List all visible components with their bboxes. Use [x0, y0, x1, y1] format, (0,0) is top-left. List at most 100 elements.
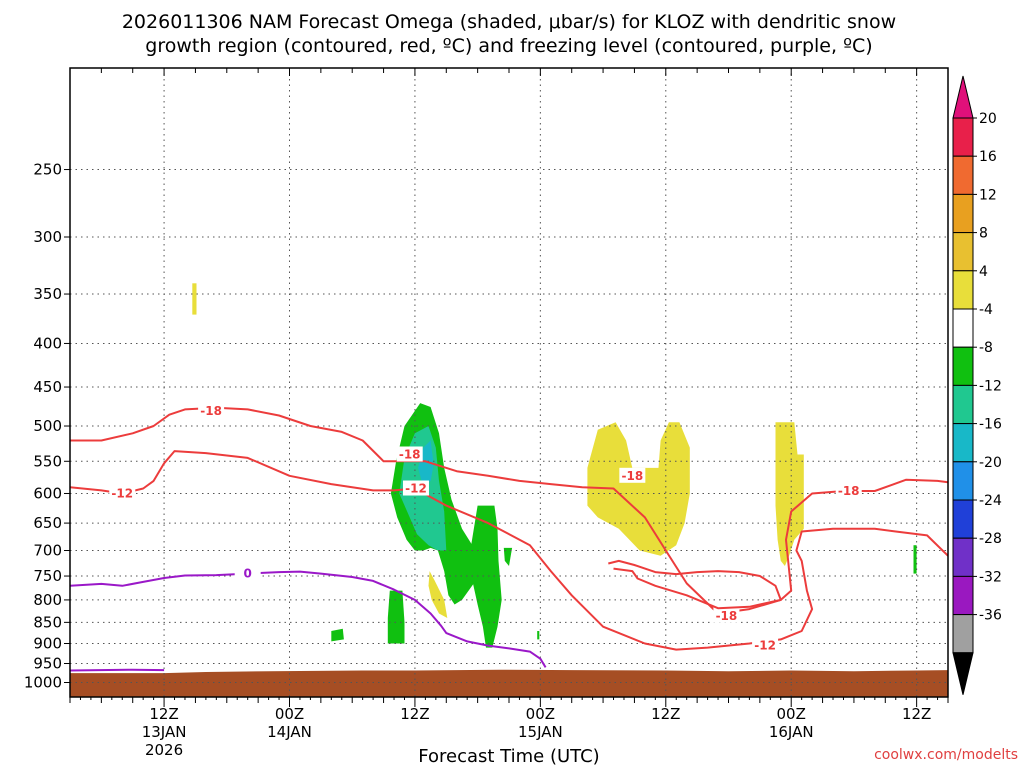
temp-minus-12-line [70, 450, 948, 651]
downward-motion-west [192, 283, 197, 315]
colorbar-swatch-6 [952, 346, 974, 386]
colorbar-swatch-10 [952, 499, 974, 539]
y-tick-label-450: 450 [33, 378, 62, 396]
x-tick-label-66-0: 00Z [777, 705, 806, 723]
freezing-level-label-bg-0 [234, 565, 261, 581]
colorbar-swatch-13 [952, 614, 974, 654]
y-tick-label-550: 550 [33, 452, 62, 470]
downward-motion-center [587, 422, 690, 556]
colorbar-swatch-9 [952, 461, 974, 501]
x-tick-label-18-1: 14JAN [267, 723, 312, 741]
temp-minus-12-label-bg-2 [752, 637, 779, 653]
temp-minus-18-loop-line [608, 559, 782, 610]
temp-minus-18-label-bg-2 [619, 467, 646, 483]
colorbar-label-4: 4 [979, 264, 988, 280]
temp-minus-12-label-bg-0 [109, 485, 136, 501]
temp-minus-18-label-1: -18 [399, 447, 421, 461]
colorbar-label-2: 12 [979, 187, 997, 203]
y-tick-label-600: 600 [33, 484, 62, 502]
temp-minus-12-label-1: -12 [405, 482, 427, 496]
colorbar-label-3: 8 [979, 226, 988, 242]
credit-text: coolwx.com/modelts [874, 747, 1018, 763]
y-tick-label-500: 500 [33, 417, 62, 435]
colorbar-label-13: -36 [979, 608, 1002, 624]
y-tick-label-250: 250 [33, 161, 62, 179]
y-tick-label-400: 400 [33, 334, 62, 352]
chart-title-line-1: 2026011306 NAM Forecast Omega (shaded, μ… [122, 11, 896, 33]
x-tick-label-18-0: 00Z [275, 705, 304, 723]
y-tick-label-750: 750 [33, 567, 62, 585]
colorbar-swatch-12 [952, 575, 974, 616]
upward-motion-low-1 [387, 590, 405, 644]
temp-minus-18-label-bg-1 [396, 446, 423, 462]
temp-minus-18-label-bg-4 [835, 483, 862, 499]
upward-motion-east [913, 545, 917, 574]
downward-motion-east [775, 422, 804, 566]
y-tick-label-850: 850 [33, 613, 62, 631]
colorbar-swatch-7 [952, 384, 974, 425]
temp-minus-18-label-bg-3 [713, 607, 740, 623]
temp-minus-18-label-bg-0 [198, 402, 225, 418]
x-tick-label-30-0: 12Z [400, 705, 429, 723]
downward-motion-low [428, 571, 448, 618]
upward-motion-low-2 [331, 628, 344, 642]
x-tick-label-6-2: 2026 [145, 741, 183, 759]
upward-motion-peak [418, 440, 434, 488]
colorbar-label-9: -20 [979, 455, 1002, 471]
plot-content: -18 -18 -18 -18 -18 -12 -12 -12 0 [70, 68, 948, 697]
colorbar-swatch-11 [952, 537, 974, 577]
colorbar-label-10: -24 [979, 493, 1002, 509]
upward-motion-main-3 [503, 547, 513, 566]
temp-minus-18-label-2: -18 [621, 469, 643, 483]
y-tick-label-1000: 1000 [24, 673, 62, 691]
colorbar-label-7: -12 [979, 378, 1002, 394]
x-tick-label-42-1: 15JAN [518, 723, 563, 741]
y-tick-label-650: 650 [33, 514, 62, 532]
colorbar-label-0: 20 [979, 111, 997, 127]
ground-terrain [70, 669, 948, 697]
colorbar-bottom-arrow [952, 652, 974, 695]
x-tick-label-42-0: 00Z [526, 705, 555, 723]
x-tick-label-6-1: 13JAN [142, 723, 187, 741]
temp-minus-18-label-0: -18 [200, 404, 222, 418]
y-tick-label-900: 900 [33, 635, 62, 653]
x-tick-label-54-0: 12Z [651, 705, 680, 723]
y-tick-label-300: 300 [33, 228, 62, 246]
colorbar-swatch-3 [952, 232, 974, 272]
colorbar-label-8: -16 [979, 417, 1002, 433]
colorbar-swatch-4 [952, 270, 974, 310]
chart-title-line-2: growth region (contoured, red, ºC) and f… [145, 35, 872, 57]
colorbar-swatch-1 [952, 155, 974, 195]
y-tick-label-950: 950 [33, 655, 62, 673]
colorbar: 20 16 12 8 4 -4 -8 -12 -16 -20 -24 -28 -32 -36 [952, 75, 1002, 695]
colorbar-label-1: 16 [979, 149, 997, 165]
colorbar-label-11: -28 [979, 531, 1002, 547]
y-tick-label-800: 800 [33, 591, 62, 609]
freezing-level-label-0: 0 [244, 567, 252, 581]
temp-minus-12-label-bg-1 [402, 480, 429, 496]
x-axis-title: Forecast Time (UTC) [418, 746, 599, 767]
colorbar-label-6: -8 [979, 340, 993, 356]
temp-minus-12-label-0: -12 [111, 486, 133, 500]
temp-minus-12-label-2: -12 [754, 639, 776, 653]
colorbar-swatch-2 [952, 193, 974, 234]
x-tick-label-78-0: 12Z [902, 705, 931, 723]
freezing-level-surface-line [70, 668, 165, 672]
colorbar-swatch-0 [952, 117, 974, 157]
plot-area: -18 -18 -18 -18 -18 -12 -12 -12 0 250 300 350 400 450… [24, 67, 949, 759]
colorbar-swatch-8 [952, 423, 974, 463]
x-tick-label-6-0: 12Z [149, 705, 178, 723]
freezing-level-line [70, 570, 547, 668]
colorbar-swatch-5 [952, 308, 974, 348]
upward-motion-main-2 [470, 505, 502, 648]
y-tick-label-350: 350 [33, 285, 62, 303]
temp-minus-18-label-4: -18 [838, 484, 860, 498]
colorbar-label-12: -32 [979, 569, 1002, 585]
y-tick-label-700: 700 [33, 542, 62, 560]
colorbar-top-arrow [952, 75, 974, 119]
upward-motion-low-3 [537, 631, 540, 640]
colorbar-label-5: -4 [979, 302, 993, 318]
plot-background [70, 68, 948, 697]
temp-minus-18-label-3: -18 [716, 609, 738, 623]
